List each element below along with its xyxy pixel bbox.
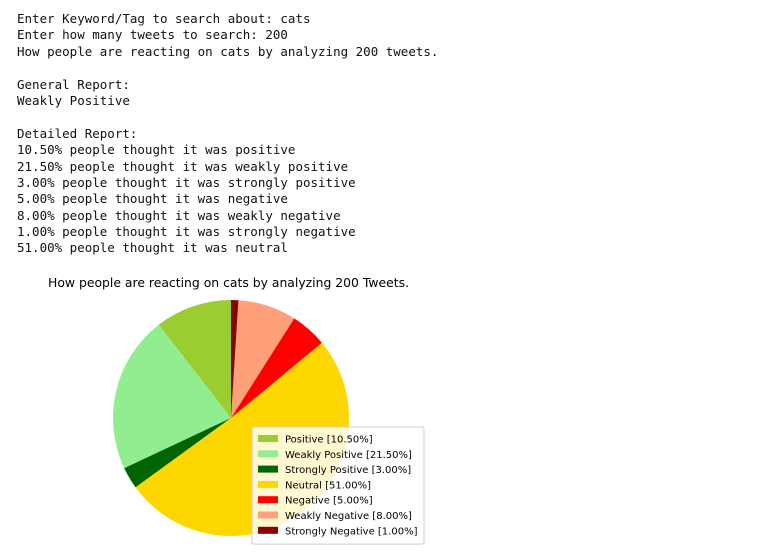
legend-swatch	[258, 526, 278, 534]
console-line: Enter how many tweets to search: 200	[17, 27, 288, 43]
blank-line	[17, 109, 757, 125]
pie-slice-strongly-negative	[231, 300, 239, 418]
console-line: Enter Keyword/Tag to search about: cats	[17, 11, 311, 26]
console-line: How people are reacting on cats by analy…	[17, 43, 439, 59]
pie-slice-weakly-negative	[231, 300, 295, 418]
pie-chart: Positive [10.50%] Weakly Positive [21.50%…	[113, 300, 425, 545]
console-output: Enter Keyword/Tag to search about: cats E…	[17, 11, 757, 257]
console-line: Detailed Report:	[17, 125, 138, 141]
console-line: 8.00% people thought it was weakly negat…	[17, 207, 341, 223]
legend-label: Negative [5.00%]	[285, 496, 373, 507]
pie-slice-strongly-positive	[124, 418, 231, 488]
console-line: Weakly Positive	[17, 92, 130, 108]
legend-label: Strongly Negative [1.00%]	[285, 526, 418, 537]
legend-frame	[251, 426, 425, 545]
legend-label: Neutral [51.00%]	[285, 480, 371, 491]
legend-label: Weakly Negative [8.00%]	[285, 511, 412, 522]
legend-label: Strongly Positive [3.00%]	[285, 465, 411, 476]
console-line: 3.00% people thought it was strongly pos…	[17, 174, 356, 190]
console-line: 51.00% people thought it was neutral	[17, 240, 288, 256]
legend-swatch	[258, 450, 278, 458]
pie-chart-figure: How people are reacting on cats by analy…	[0, 270, 782, 553]
console-line: 5.00% people thought it was negative	[17, 191, 288, 207]
chart-title: How people are reacting on cats by analy…	[48, 275, 410, 290]
blank-line	[17, 60, 757, 76]
legend-swatch	[258, 511, 278, 519]
pie-slice-negative	[231, 318, 322, 418]
legend-swatch	[258, 435, 278, 442]
pie-slice-positive	[158, 300, 231, 418]
pie-slice-weakly-positive	[113, 324, 231, 469]
legend-label: Positive [10.50%]	[285, 435, 373, 446]
console-line: 21.50% people thought it was weakly posi…	[17, 158, 349, 174]
console-line: 10.50% people thought it was positive	[17, 142, 296, 158]
legend-label: Weakly Positive [21.50%]	[285, 450, 412, 461]
console-line: 1.00% people thought it was strongly neg…	[17, 224, 356, 240]
chart-legend: Positive [10.50%] Weakly Positive [21.50%…	[251, 426, 425, 545]
legend-swatch	[258, 465, 278, 473]
legend-swatch	[258, 496, 278, 504]
legend-swatch	[258, 480, 278, 488]
console-line: General Report:	[17, 76, 130, 92]
